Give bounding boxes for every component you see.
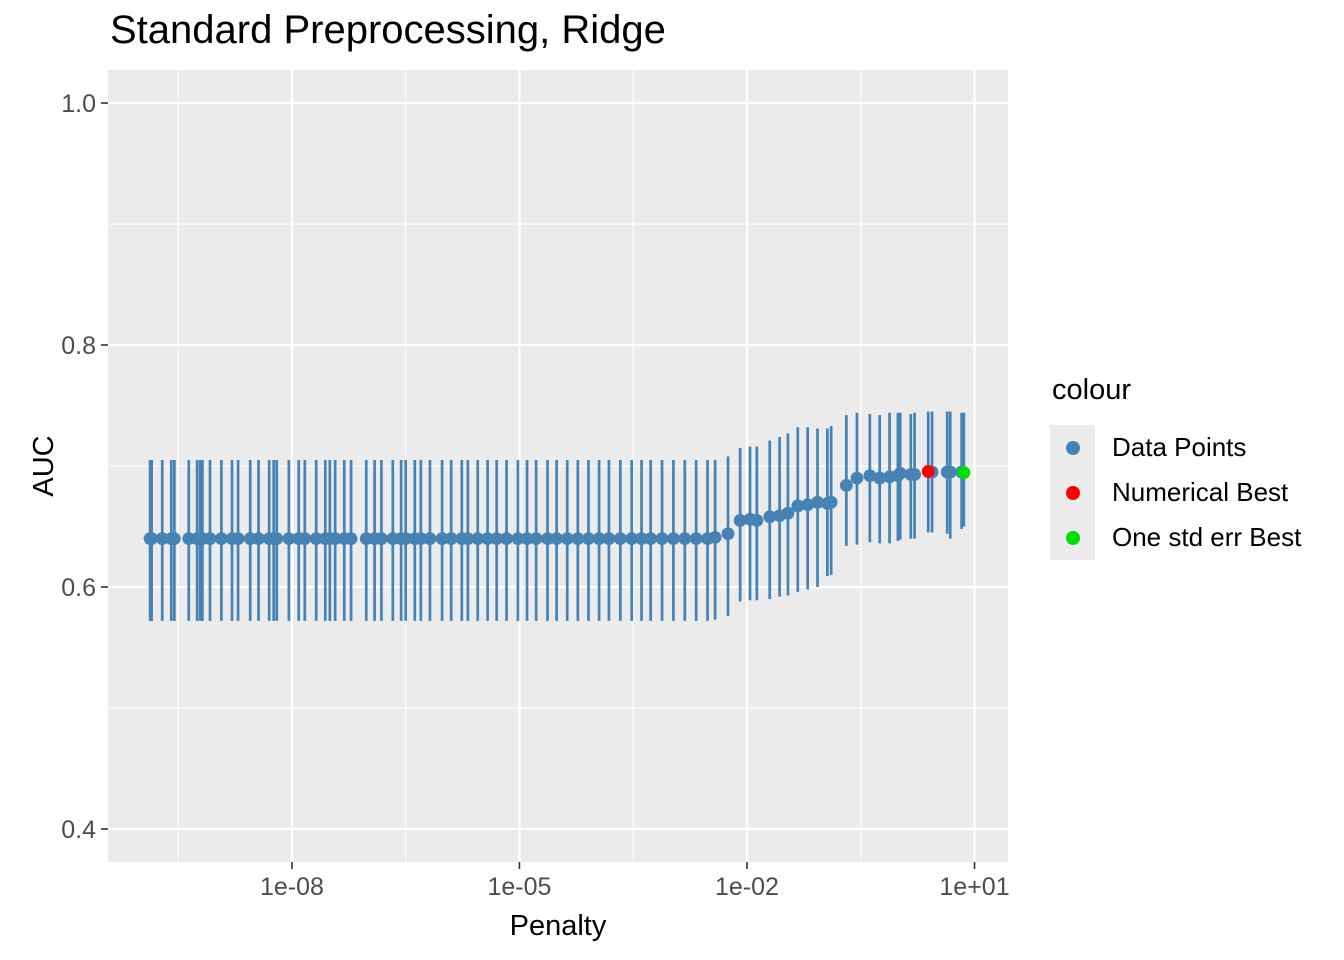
x-tick-label-2: 1e-02 bbox=[715, 873, 779, 901]
data-point-0 bbox=[203, 532, 217, 545]
data-point-0 bbox=[500, 532, 513, 545]
data-point-0 bbox=[781, 506, 795, 520]
data-point-0 bbox=[678, 532, 692, 545]
x-axis-title: Penalty bbox=[509, 910, 607, 942]
legend-item-one-std-err-best: One std err Best bbox=[1050, 515, 1301, 560]
y-axis-title: AUC bbox=[28, 435, 61, 497]
data-point-0 bbox=[733, 514, 747, 527]
legend-key-box bbox=[1050, 470, 1095, 515]
data-point-0 bbox=[571, 532, 585, 545]
data-point-0 bbox=[592, 532, 606, 545]
y-tick-label-3: 0.4 bbox=[61, 816, 96, 844]
data-point-0 bbox=[270, 532, 284, 545]
data-points-dot-icon bbox=[1065, 440, 1080, 455]
data-point-0 bbox=[873, 471, 887, 485]
data-point-0 bbox=[461, 532, 475, 545]
legend-item-data-points: Data Points bbox=[1050, 425, 1301, 470]
data-point-0 bbox=[863, 469, 877, 483]
legend-title: colour bbox=[1052, 374, 1131, 406]
data-point-0 bbox=[763, 510, 777, 524]
x-tick-label-1: 1e-05 bbox=[487, 873, 551, 901]
data-point-0 bbox=[602, 532, 616, 545]
data-point-0 bbox=[309, 532, 323, 545]
data-point-1 bbox=[921, 465, 935, 478]
y-tick-label-1: 0.8 bbox=[61, 332, 96, 360]
data-point-0 bbox=[667, 532, 680, 545]
data-point-0 bbox=[511, 532, 525, 545]
data-point-0 bbox=[850, 471, 864, 485]
data-point-0 bbox=[145, 532, 159, 545]
x-tick-label-3: 1e+01 bbox=[939, 873, 1009, 901]
legend-label-numerical-best: Numerical Best bbox=[1112, 477, 1289, 507]
data-point-0 bbox=[550, 532, 564, 545]
plot-title: Standard Preprocessing, Ridge bbox=[110, 8, 666, 52]
data-point-0 bbox=[613, 532, 627, 545]
data-point-0 bbox=[375, 532, 388, 545]
data-point-0 bbox=[344, 532, 358, 545]
data-point-0 bbox=[750, 514, 764, 527]
legend-label-one-std-err-best: One std err Best bbox=[1112, 522, 1302, 552]
data-point-0 bbox=[167, 532, 181, 545]
data-point-0 bbox=[155, 532, 169, 545]
data-point-0 bbox=[791, 499, 805, 513]
x-tick-label-0: 1e-08 bbox=[260, 873, 324, 901]
data-point-0 bbox=[655, 532, 669, 545]
data-point-0 bbox=[435, 532, 449, 545]
data-point-0 bbox=[490, 532, 504, 545]
data-point-0 bbox=[282, 532, 296, 545]
data-point-0 bbox=[801, 498, 815, 512]
data-point-0 bbox=[471, 532, 485, 545]
data-point-0 bbox=[414, 532, 428, 545]
numerical-best-dot-icon bbox=[1065, 485, 1080, 500]
data-point-0 bbox=[399, 532, 413, 545]
one-std-err-best-dot-icon bbox=[1065, 530, 1080, 545]
legend-key-box bbox=[1050, 515, 1095, 560]
data-point-0 bbox=[839, 478, 853, 492]
data-point-0 bbox=[811, 495, 824, 509]
data-point-0 bbox=[529, 532, 543, 545]
data-point-0 bbox=[560, 532, 574, 545]
data-point-0 bbox=[893, 466, 907, 480]
y-tick-label-0: 1.0 bbox=[61, 90, 96, 118]
data-point-0 bbox=[824, 495, 838, 509]
legend-label-data-points: Data Points bbox=[1112, 432, 1247, 462]
data-point-0 bbox=[298, 532, 312, 545]
data-point-0 bbox=[252, 532, 265, 545]
data-point-0 bbox=[444, 532, 458, 545]
data-point-0 bbox=[582, 532, 595, 545]
data-point-0 bbox=[541, 532, 554, 545]
data-point-0 bbox=[328, 532, 342, 545]
legend-key-box bbox=[1050, 425, 1095, 470]
data-point-0 bbox=[943, 465, 957, 479]
data-point-0 bbox=[625, 532, 639, 545]
data-point-0 bbox=[423, 532, 437, 545]
data-point-0 bbox=[908, 468, 921, 481]
data-point-0 bbox=[481, 532, 494, 545]
data-point-0 bbox=[708, 530, 722, 544]
data-point-0 bbox=[689, 532, 703, 545]
data-point-0 bbox=[644, 532, 658, 545]
y-tick-label-2: 0.6 bbox=[61, 574, 96, 602]
legend: colour Data Points Numerical Best One st… bbox=[1050, 374, 1301, 560]
data-point-2 bbox=[957, 466, 971, 480]
data-point-0 bbox=[231, 532, 245, 545]
data-point-0 bbox=[214, 532, 228, 545]
data-point-0 bbox=[721, 527, 735, 541]
legend-item-numerical-best: Numerical Best bbox=[1050, 470, 1301, 515]
data-point-0 bbox=[520, 532, 534, 545]
data-point-0 bbox=[635, 532, 648, 545]
